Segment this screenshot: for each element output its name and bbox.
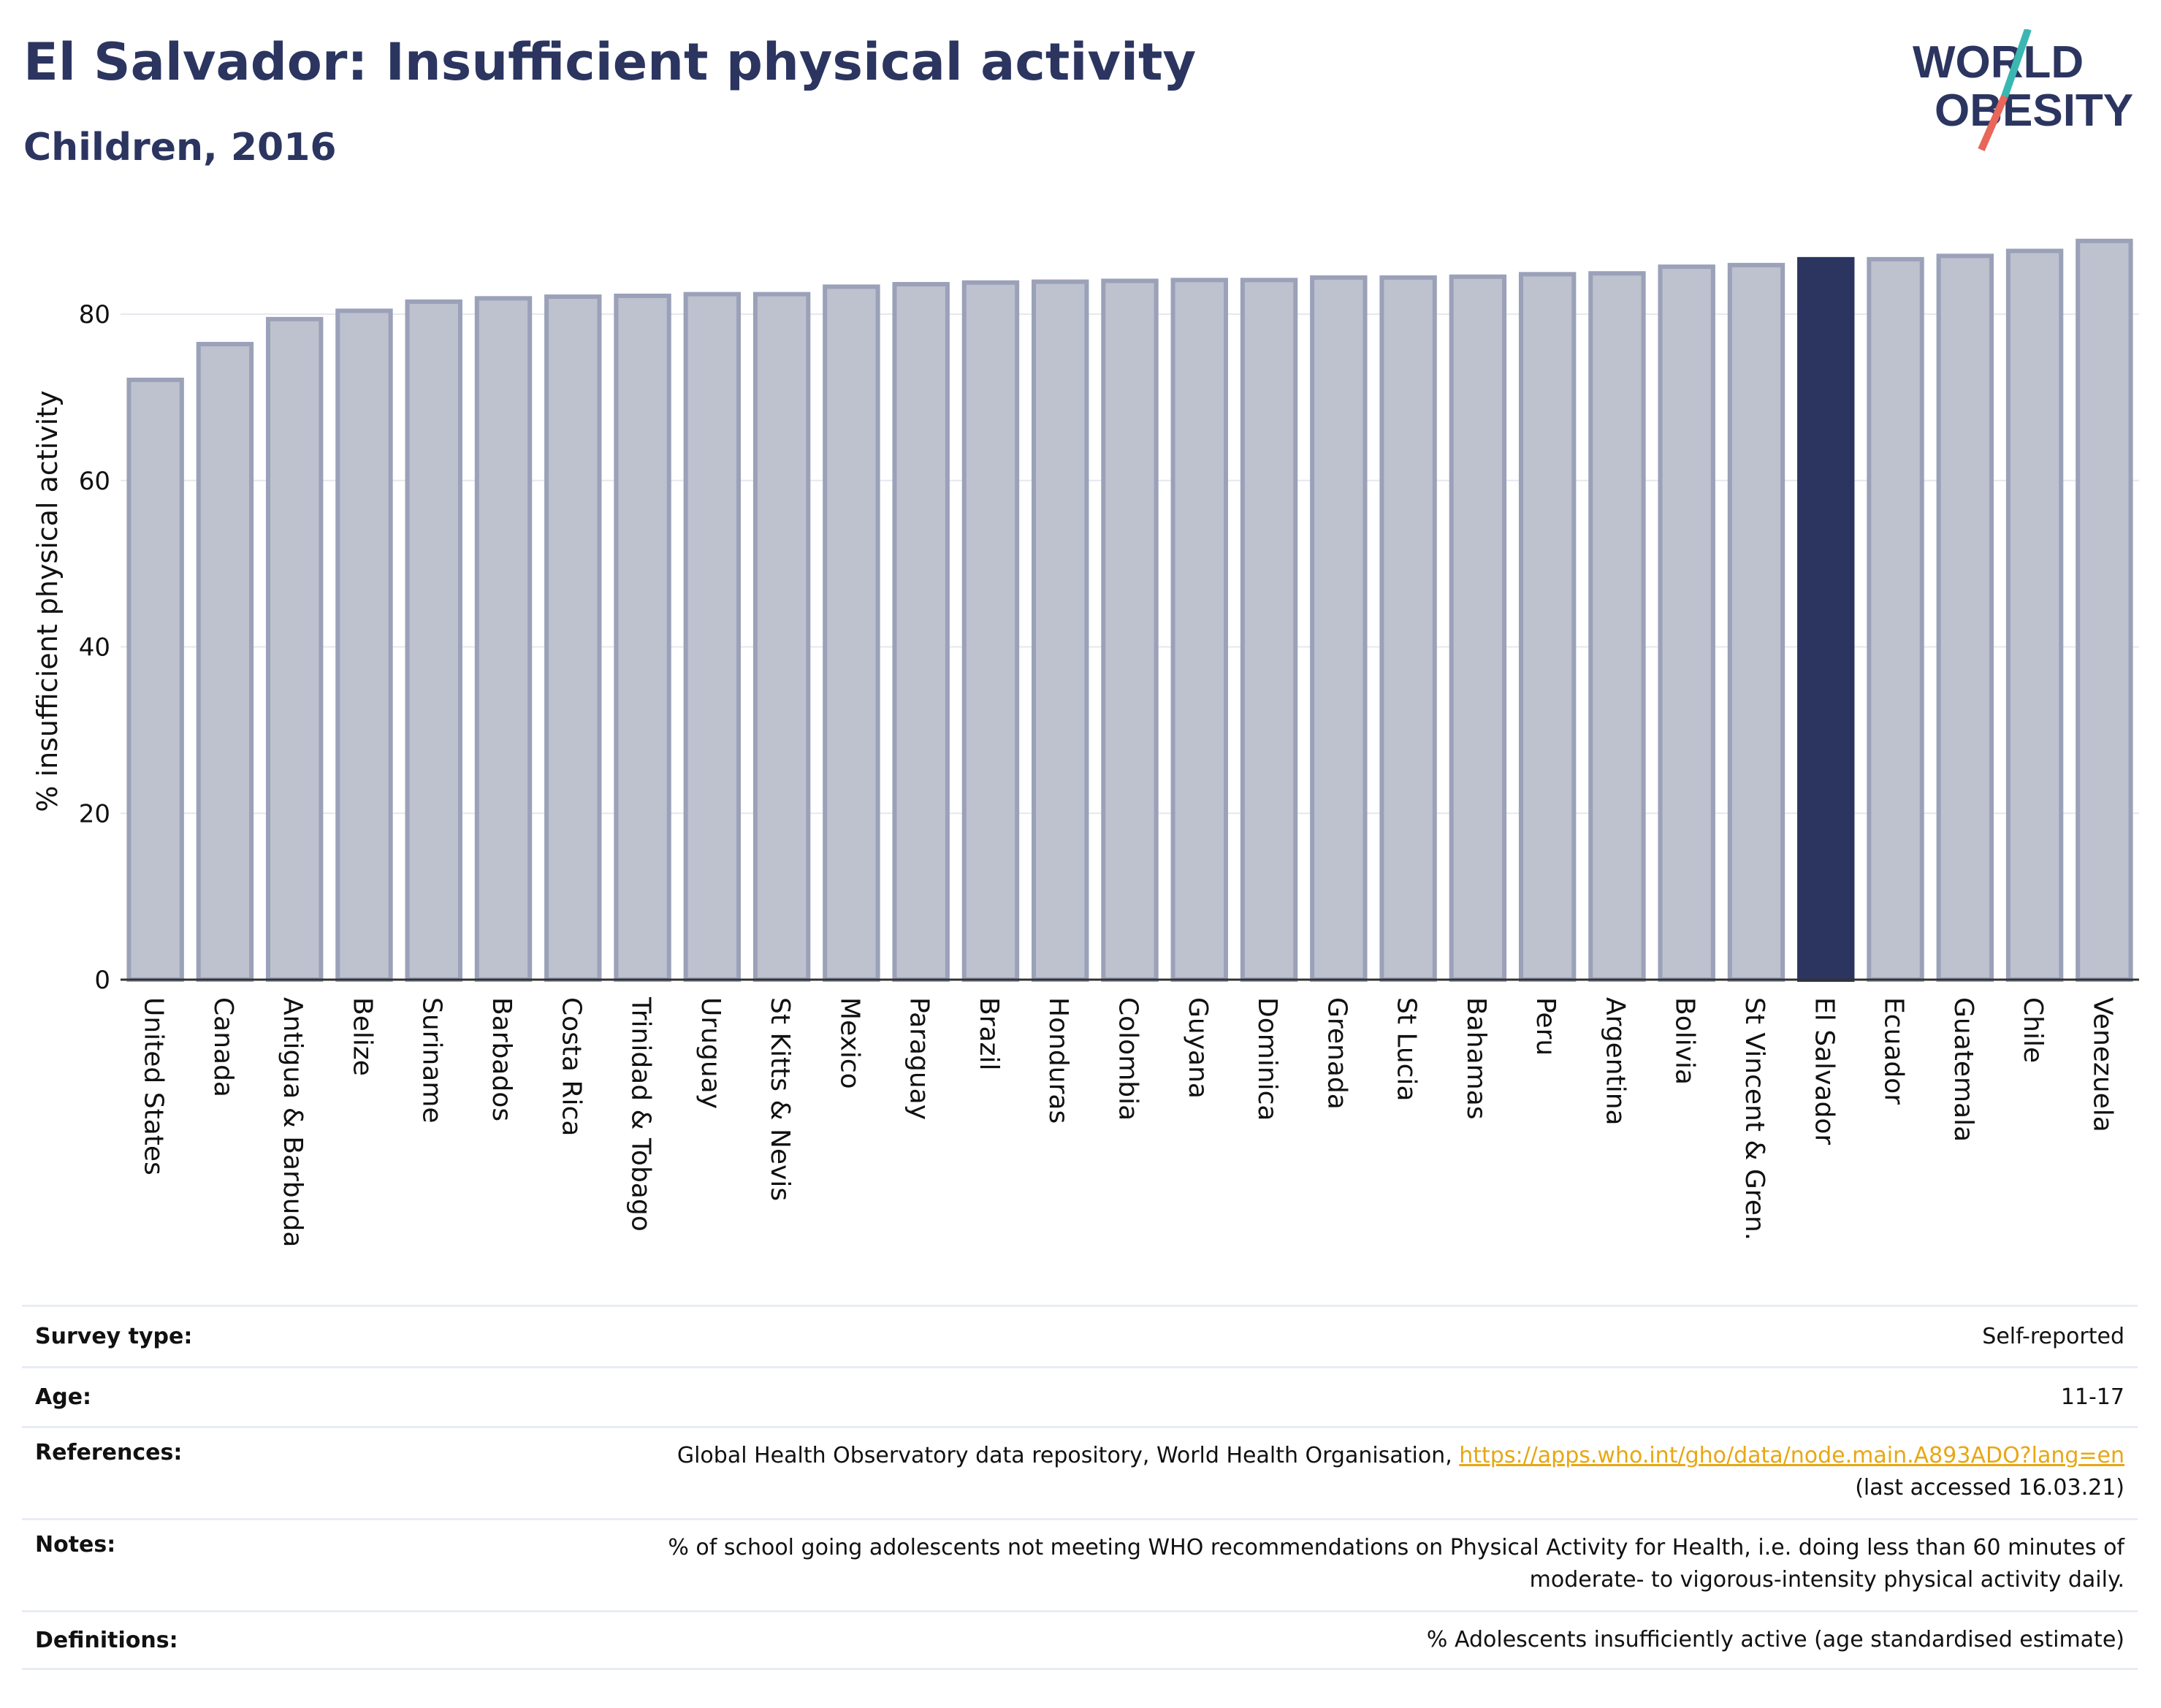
x-tick-label: Peru xyxy=(1531,997,1560,1056)
bar-chile xyxy=(2005,248,2064,982)
references-value: Global Health Observatory data repositor… xyxy=(677,1440,2124,1504)
x-tick-label: Bahamas xyxy=(1461,997,1491,1120)
x-tick-label: Canada xyxy=(208,997,238,1097)
x-tick-label: Venezuela xyxy=(2087,997,2117,1132)
definitions-label: Definitions: xyxy=(35,1627,178,1653)
bar-st-vincent-gren- xyxy=(1727,262,1785,983)
y-tick-label: 20 xyxy=(79,799,110,828)
bar-st-kitts-nevis xyxy=(752,291,811,983)
bar-brazil xyxy=(961,280,1020,983)
y-tick-label: 60 xyxy=(79,467,110,496)
chart-subtitle: Children, 2016 xyxy=(23,126,337,169)
bar-colombia xyxy=(1101,278,1159,982)
bar-guyana xyxy=(1170,278,1228,982)
logo-slash-teal xyxy=(2001,29,2032,98)
bar-mexico xyxy=(823,284,880,982)
bar-antigua-barbuda xyxy=(265,316,324,982)
references-text: Global Health Observatory data repositor… xyxy=(676,1443,1460,1468)
x-tick-label: Uruguay xyxy=(695,997,725,1109)
bar-el-salvador xyxy=(1797,256,1855,982)
x-tick-label: Barbados xyxy=(487,997,517,1121)
bar-chart: 0 20 40 60 80 United States Canada Antigua & B… xyxy=(31,238,2139,1247)
x-tick-label: Dominica xyxy=(1252,997,1282,1121)
x-tick-label: Paraguay xyxy=(904,997,934,1120)
bar-costa-rica xyxy=(544,294,602,982)
info-table: Survey type: Self-reported Age: 11-17 Re… xyxy=(22,1305,2138,1670)
bar-grenada xyxy=(1310,275,1368,982)
x-tick-label: St Vincent & Gren. xyxy=(1739,997,1769,1240)
bar-st-lucia xyxy=(1379,275,1437,982)
x-tick-label: Belize xyxy=(347,997,377,1076)
logo-word-obesity: OBESITY xyxy=(1935,85,2133,136)
x-tick-label: United States xyxy=(139,997,169,1175)
bar-canada xyxy=(196,341,254,982)
y-tick-label: 80 xyxy=(79,300,110,329)
bar-peru xyxy=(1518,272,1577,982)
x-tick-label: Antigua & Barbuda xyxy=(278,997,308,1247)
notes-line-1: % of school going adolescents not meetin… xyxy=(668,1535,2124,1560)
y-axis-label: % insufficient physical activity xyxy=(31,390,64,812)
survey-type-label: Survey type: xyxy=(35,1324,193,1349)
bar-bahamas xyxy=(1449,274,1507,983)
chart-title: El Salvador: Insufficient physical activ… xyxy=(23,32,1197,92)
logo-word-world: WORLD xyxy=(1913,37,2084,88)
x-tick-layer: United States Canada Antigua & Barbuda Beli… xyxy=(139,996,2118,1247)
notes-line-2: moderate- to vigorous-intensity physical… xyxy=(1529,1567,2124,1593)
bar-venezuela xyxy=(2076,238,2133,983)
references-label: References: xyxy=(35,1440,183,1465)
age-label: Age: xyxy=(35,1384,92,1410)
x-tick-label: Grenada xyxy=(1322,997,1352,1110)
info-row-survey-type: Survey type: Self-reported xyxy=(22,1305,2138,1366)
x-tick-label: El Salvador xyxy=(1809,997,1839,1145)
info-row-references: References: Global Health Observatory da… xyxy=(22,1426,2138,1518)
definitions-value: % Adolescents insufficiently active (age… xyxy=(1426,1627,2124,1652)
bar-uruguay xyxy=(683,291,742,983)
notes-label: Notes: xyxy=(35,1532,116,1558)
x-tick-label: Trinidad & Tobago xyxy=(626,996,656,1232)
x-tick-label: Costa Rica xyxy=(556,997,586,1136)
x-tick-label: Honduras xyxy=(1043,997,1073,1124)
y-tick-layer: 0 20 40 60 80 xyxy=(79,300,110,995)
x-tick-label: Ecuador xyxy=(1879,997,1909,1105)
world-obesity-logo: WORLD OBESITY xyxy=(1913,29,2133,152)
bar-honduras xyxy=(1032,279,1089,983)
bar-paraguay xyxy=(892,282,950,982)
bar-ecuador xyxy=(1867,256,1924,982)
x-tick-label: Suriname xyxy=(417,997,447,1124)
survey-type-value: Self-reported xyxy=(1982,1323,2124,1349)
bar-trinidad-tobago xyxy=(614,293,671,982)
info-row-notes: Notes: % of school going adolescents not… xyxy=(22,1518,2138,1610)
age-value: 11-17 xyxy=(2060,1384,2124,1410)
x-tick-label: Argentina xyxy=(1600,997,1630,1126)
x-tick-label: Brazil xyxy=(974,997,1004,1070)
y-tick-label: 0 xyxy=(94,966,110,995)
bar-guatemala xyxy=(1936,253,1994,983)
x-tick-label: Mexico xyxy=(834,997,864,1089)
x-tick-label: Guyana xyxy=(1183,997,1213,1099)
info-row-definitions: Definitions: % Adolescents insufficientl… xyxy=(22,1610,2138,1670)
references-link[interactable]: https://apps.who.int/gho/data/node.main.… xyxy=(1459,1443,2124,1468)
bar-barbados xyxy=(474,296,533,982)
logo-slash-coral xyxy=(1978,94,2008,152)
x-tick-label: St Lucia xyxy=(1392,997,1422,1102)
y-tick-label: 40 xyxy=(79,633,110,663)
x-tick-label: St Kitts & Nevis xyxy=(765,997,795,1201)
bar-suriname xyxy=(405,299,462,982)
x-tick-label: Guatemala xyxy=(1948,997,1978,1142)
bar-united-states xyxy=(126,377,184,982)
x-tick-label: Chile xyxy=(2018,997,2048,1063)
notes-value: % of school going adolescents not meetin… xyxy=(668,1532,2124,1596)
bar-dominica xyxy=(1240,278,1298,982)
bar-bolivia xyxy=(1658,264,1715,982)
bar-belize xyxy=(335,308,393,982)
info-row-age: Age: 11-17 xyxy=(22,1366,2138,1426)
references-accessed: (last accessed 16.03.21) xyxy=(1855,1475,2124,1501)
x-tick-label: Bolivia xyxy=(1670,997,1700,1085)
x-tick-label: Colombia xyxy=(1113,997,1143,1121)
bar-layer xyxy=(126,238,2133,983)
bar-argentina xyxy=(1588,271,1646,983)
